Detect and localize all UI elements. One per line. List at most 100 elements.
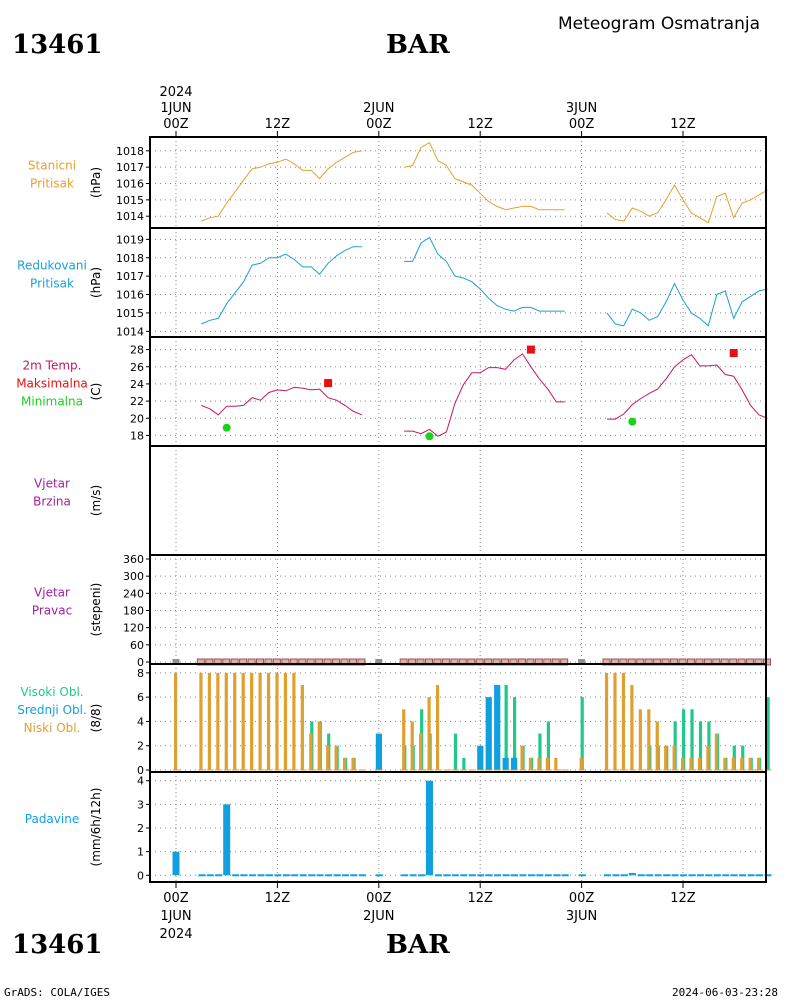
- y-tick-label: 2: [137, 740, 144, 753]
- y-tick-label: 4: [137, 715, 144, 728]
- low-cloud-bar: [621, 672, 626, 770]
- series-line: [201, 246, 362, 325]
- bottom-year-label: 2024: [159, 927, 192, 942]
- low-cloud-bar: [706, 745, 710, 770]
- series-line: [404, 141, 565, 211]
- missing-direction-marker: [578, 659, 586, 665]
- precip-bar: [223, 804, 231, 876]
- y-tick-label: 0: [137, 869, 144, 882]
- top-time-label: 12Z: [265, 117, 291, 132]
- low-cloud-bar: [309, 733, 313, 770]
- low-cloud-bar: [224, 672, 228, 770]
- precip-bar: [172, 851, 180, 876]
- high-cloud-bar: [580, 697, 584, 770]
- low-cloud-bar: [343, 757, 347, 770]
- mid-cloud-bar: [485, 697, 492, 770]
- y-tick-label: 1017: [116, 270, 144, 283]
- low-cloud-bar: [216, 672, 220, 770]
- maximum-marker: [324, 379, 333, 388]
- y-tick-label: 3: [137, 798, 144, 811]
- mid-cloud-bar: [477, 745, 484, 770]
- low-cloud-bar: [672, 745, 676, 770]
- y-tick-label: 120: [123, 622, 144, 635]
- meteogram-title: Meteogram Osmatranja: [558, 14, 761, 34]
- low-cloud-bar: [638, 709, 642, 770]
- low-cloud-bar: [757, 757, 761, 770]
- low-cloud-bar: [655, 721, 659, 770]
- y-tick-label: 1014: [116, 325, 144, 338]
- low-cloud-bar: [199, 672, 203, 770]
- panel-frame: [149, 554, 767, 665]
- low-cloud-bar: [258, 672, 262, 770]
- low-cloud-bar: [537, 757, 541, 770]
- low-cloud-bar: [317, 721, 321, 770]
- y-tick-label: 240: [123, 587, 144, 600]
- low-cloud-bar: [740, 757, 744, 770]
- high-cloud-bar: [682, 709, 686, 770]
- high-cloud-bar: [690, 709, 694, 770]
- missing-direction-marker: [375, 659, 383, 665]
- bottom-day-label: 2JUN: [363, 909, 394, 924]
- minimum-marker: [425, 432, 434, 441]
- bottom-time-label: 12Z: [265, 891, 291, 906]
- panel-reduced-pressure: 1014 1015 1016 1017 1018 1019 Redukovani Pritis…: [17, 227, 768, 338]
- low-cloud-bar: [554, 757, 558, 770]
- series-line: [607, 354, 768, 420]
- low-cloud-bar: [233, 672, 237, 770]
- mid-cloud-bar: [502, 757, 509, 770]
- low-cloud-bar: [250, 672, 254, 770]
- low-cloud-bar: [520, 745, 524, 770]
- bottom-time-axis: 00Z 12Z 00Z 12Z 00Z 12Z 1JUN 2JUN 3JUN 2024: [159, 882, 696, 942]
- y-axis-label: (mm/6h/12h): [89, 788, 103, 867]
- low-cloud-bar: [174, 672, 178, 770]
- station-name-top: BAR: [386, 30, 450, 60]
- panel-label: Maksimalna: [16, 377, 88, 391]
- y-tick-label: 18: [130, 429, 144, 442]
- maximum-marker: [729, 349, 738, 358]
- y-tick-label: 1016: [116, 289, 144, 302]
- series-line: [201, 150, 362, 222]
- panel-precipitation: 0 1 2 3 4 Padavine (mm/6h/12h): [25, 771, 772, 883]
- y-tick-label: 1014: [116, 210, 144, 223]
- low-cloud-bar: [275, 672, 279, 770]
- y-tick-label: 26: [130, 361, 144, 374]
- high-cloud-bar: [538, 733, 542, 770]
- panel-label: 2m Temp.: [23, 359, 82, 373]
- panel-label: Minimalna: [21, 395, 83, 409]
- bottom-time-label: 00Z: [366, 891, 392, 906]
- y-axis-label: (hPa): [89, 167, 103, 198]
- bottom-time-label: 00Z: [569, 891, 595, 906]
- high-cloud-bar: [698, 721, 703, 770]
- low-cloud-bar: [300, 685, 304, 770]
- high-cloud-bar: [513, 697, 517, 770]
- y-tick-label: 1019: [116, 233, 144, 246]
- panel-wind-speed: Vjetar Brzina (m/s): [33, 445, 767, 556]
- mid-cloud-bar: [494, 685, 501, 770]
- y-tick-label: 1018: [116, 145, 144, 158]
- low-cloud-bar: [419, 733, 423, 770]
- panel-station-pressure: 1014 1015 1016 1017 1018 Stanicni Pritisak (hPa…: [28, 136, 768, 229]
- low-cloud-bar: [528, 757, 533, 770]
- y-axis-label: (stepeni): [89, 583, 103, 637]
- panel-wind-direction: 0 60 120 180 240 300 360 Vjetar Pravac (stepeni): [32, 553, 771, 669]
- precip-bar: [426, 780, 433, 876]
- panel-label: Stanicni: [28, 159, 76, 173]
- missing-direction-marker: [172, 659, 180, 665]
- top-year-label: 2024: [159, 85, 192, 100]
- panel-label: Padavine: [25, 812, 79, 826]
- low-cloud-bar: [689, 757, 693, 770]
- y-tick-label: 0: [137, 656, 144, 669]
- low-cloud-bar: [613, 672, 617, 770]
- y-tick-label: 28: [130, 344, 144, 357]
- low-cloud-bar: [545, 757, 549, 770]
- y-tick-label: 1016: [116, 178, 144, 191]
- y-tick-label: 60: [130, 639, 144, 652]
- low-cloud-bar: [723, 757, 727, 770]
- top-day-label: 3JUN: [566, 101, 597, 116]
- high-cloud-bar: [546, 721, 550, 770]
- low-cloud-bar: [402, 709, 406, 770]
- low-cloud-bar: [266, 672, 271, 770]
- top-time-label: 00Z: [163, 117, 189, 132]
- low-cloud-bar: [283, 672, 288, 770]
